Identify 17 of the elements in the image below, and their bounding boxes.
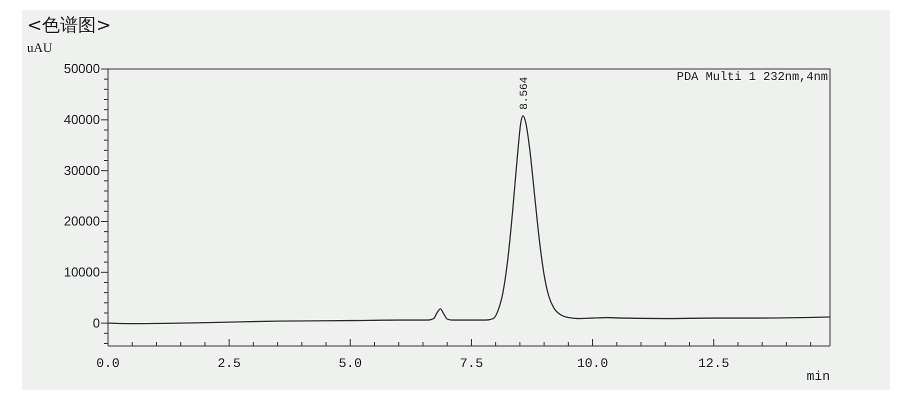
x-tick-label: 12.5 <box>698 356 730 372</box>
x-tick-label: 2.5 <box>217 356 241 372</box>
y-tick-label: 50000 <box>64 61 100 76</box>
y-tick-label: 0 <box>92 315 100 330</box>
y-tick-label: 10000 <box>64 264 100 280</box>
y-tick-label: 40000 <box>64 112 100 127</box>
y-tick-label: 30000 <box>64 162 100 178</box>
x-tick-label: 0.0 <box>96 356 120 372</box>
chart-title: <色谱图> <box>27 15 112 36</box>
y-tick-label: 20000 <box>64 214 100 229</box>
annotation: 8.564 <box>518 76 531 110</box>
x-tick-label: 5.0 <box>338 356 362 372</box>
x-tick-label: 7.5 <box>460 356 484 372</box>
y-axis-title: uAU <box>27 40 53 55</box>
annotation: PDA Multi 1 232nm,4nm <box>676 70 828 84</box>
x-tick-label: 10.0 <box>576 356 608 372</box>
x-axis-title: min <box>806 369 830 384</box>
